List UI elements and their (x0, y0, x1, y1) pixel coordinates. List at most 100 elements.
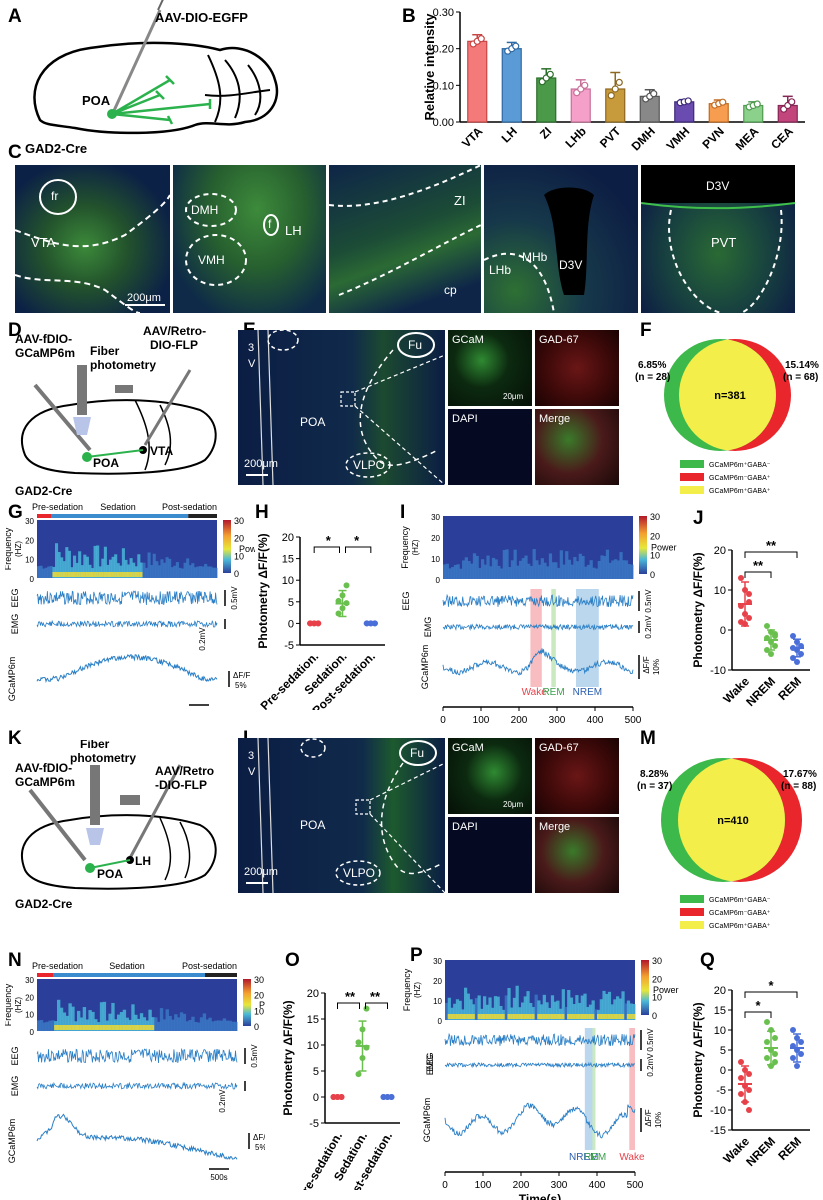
Q-point (764, 1019, 770, 1025)
spectrogram-band (185, 1021, 189, 1031)
panel_p-emg-label: EMG (425, 1055, 435, 1076)
panel_g-time-scale-label: 500s (190, 709, 207, 710)
panel_p-dff-scale-label: 10% (654, 1112, 663, 1128)
spectrogram-band (129, 558, 133, 578)
panel_p-freq-unit: (HZ) (413, 982, 422, 998)
panel-e-dapi-label: DAPI (452, 413, 478, 425)
panel-f-legend-2: GCaMP6m⁻GABA⁺ (709, 475, 771, 482)
panel_n-colorbar (243, 979, 251, 1026)
panel_g-dff-label: ΔF/F (233, 671, 250, 680)
Q-point (746, 1087, 752, 1093)
spectrogram-band (103, 546, 107, 578)
panel_g-colorbar (223, 520, 231, 573)
J-point (746, 615, 752, 621)
spectrogram-hot (114, 1025, 118, 1030)
spectrogram-band (199, 566, 203, 578)
panel-label-j: J (693, 508, 704, 529)
panel_g-gcamp-trace (36, 653, 218, 684)
panel-c-fr-label: fr (51, 189, 59, 203)
spectrogram-band (578, 553, 582, 579)
panel-label-o: O (285, 950, 300, 971)
b-point (581, 81, 589, 89)
panel_p-state-wake-label: Wake (619, 1152, 645, 1163)
b-y-tick-label: 0.20 (433, 44, 454, 56)
panel-d-virus2: AAV/Retro- (143, 325, 206, 338)
spectrogram-band (472, 1004, 476, 1020)
J-sig-bracket (744, 571, 772, 578)
panel-e-fu-label: Fu (408, 338, 423, 352)
spectrogram-band (610, 1004, 614, 1020)
panel-label-g: G (8, 502, 23, 523)
spectrogram-hot (98, 572, 102, 577)
spectrogram-hot (480, 1014, 484, 1019)
O-sig-bracket (337, 1002, 360, 1009)
panel-e-gad67-label: GAD-67 (539, 334, 579, 346)
spectrogram-band (630, 564, 634, 579)
Q-sig-bracket (744, 991, 798, 998)
spectrogram-band (119, 1012, 124, 1031)
panel_i-x-tick-label: 300 (549, 715, 566, 725)
spectrogram-hot (472, 1014, 476, 1019)
spectrogram-hot (108, 1025, 112, 1030)
panel_n-emg-trace (36, 1081, 238, 1091)
panel_p-emg-scale-label: 0.2mV (646, 1053, 655, 1077)
panel_p-freq-tick: 30 (433, 957, 442, 966)
spectrogram-hot (83, 572, 87, 577)
panel_g-freq-label: Frequency (5, 527, 13, 570)
panel_n-gcamp-label: GCaMP6m (7, 1119, 17, 1164)
spectrogram-hot (139, 572, 143, 577)
panel_i-emg-scale-label: 0.2mV (644, 615, 653, 639)
spectrogram-band (42, 1022, 47, 1031)
panel-f-center: n=381 (714, 390, 746, 402)
spectrogram-band (37, 1020, 41, 1031)
spectrogram-band (102, 1001, 107, 1031)
panel-f-right-pct: 15.14% (785, 360, 819, 371)
panel-c-dmh-label: DMH (191, 203, 219, 217)
spectrogram-band (206, 566, 210, 578)
panel-k-virus1: AAV-fDIO- (15, 761, 72, 775)
b-point (650, 90, 658, 98)
spectrogram-band (489, 566, 493, 579)
panel-m-center: n=410 (717, 815, 749, 827)
panel_g-dff-scale-label: 5% (235, 681, 247, 690)
panel_i-state-rem-label: REM (542, 687, 564, 698)
b-category-label: ZI (537, 124, 554, 141)
panel_i-dff-scale-label: 10% (652, 659, 661, 675)
spectrogram-hot (101, 572, 105, 577)
spectrogram-band (591, 1000, 595, 1020)
spectrogram-band (217, 1020, 221, 1031)
J-point (772, 631, 778, 637)
spectrogram-hot (116, 572, 120, 577)
panel-c-zi-image: ZI cp (329, 165, 481, 313)
panel_n-freq-tick: 20 (25, 993, 34, 1002)
H-y-tick-label: 15 (282, 554, 294, 566)
spectrogram-band (453, 1003, 457, 1020)
panel-c-vta-image: fr VTA 200μm (15, 165, 170, 313)
spectrogram-band (85, 556, 89, 578)
panel-c-d3v-label: D3V (559, 258, 583, 272)
panel_g-emg-label: EMG (10, 614, 20, 635)
panel_g-phase-sed-label: Sedation (100, 502, 136, 512)
spectrogram-hot (80, 572, 84, 577)
spectrogram-band (111, 1002, 115, 1031)
spectrogram-band (481, 559, 485, 579)
spectrogram (37, 979, 238, 1031)
spectrogram-hot (466, 1014, 470, 1019)
panel_n-gcamp-trace (36, 1113, 238, 1160)
spectrogram-hot (531, 1014, 536, 1019)
spectrogram-band (499, 1005, 503, 1020)
spectrogram-hot (67, 572, 71, 577)
spectrogram-hot (103, 572, 107, 577)
spectrogram-band (202, 1013, 207, 1031)
J-point (764, 623, 770, 629)
spectrogram-band (99, 1002, 104, 1031)
panel-d-poa: POA (93, 456, 119, 470)
spectrogram-hot (610, 1014, 614, 1019)
panel-l-gcam-image: GCaM 20μm (448, 738, 532, 814)
spectrogram-hot (464, 1014, 468, 1019)
Q-sig-label: * (768, 978, 774, 993)
spectrogram-band (209, 566, 213, 578)
panel_i-freq-tick: 10 (431, 555, 440, 564)
panel_n-eeg-scale-label: 0.5mV (250, 1044, 259, 1068)
